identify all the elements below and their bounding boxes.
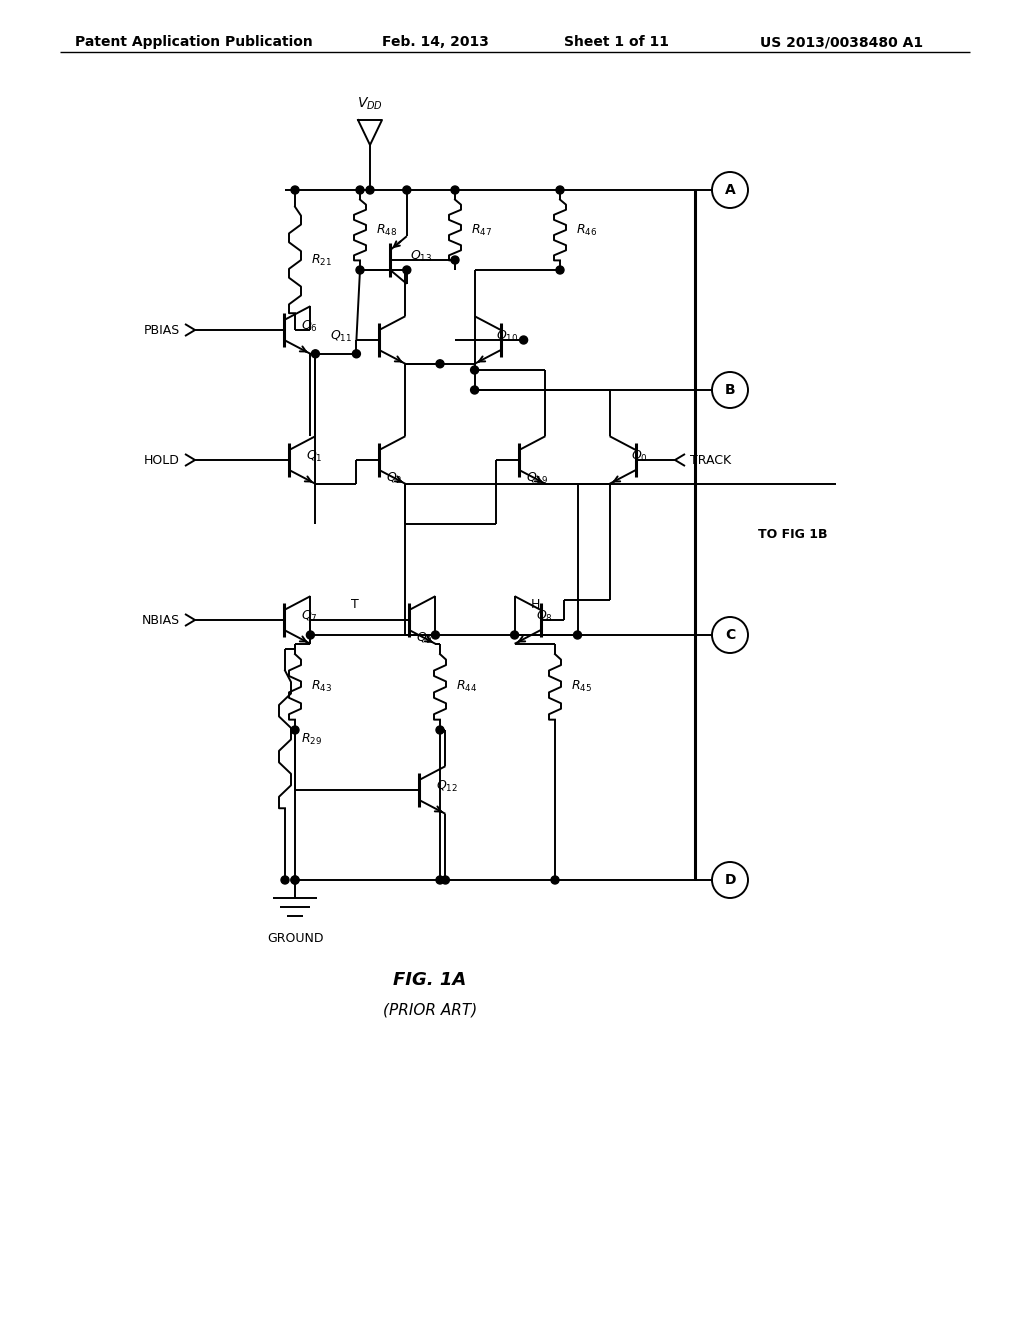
Text: HOLD: HOLD (144, 454, 180, 466)
Text: $Q_{11}$: $Q_{11}$ (330, 329, 352, 343)
Text: TRACK: TRACK (690, 454, 731, 466)
Circle shape (551, 876, 559, 884)
Text: $Q_2$: $Q_2$ (386, 470, 402, 486)
Circle shape (356, 186, 364, 194)
Text: $V_{DD}$: $V_{DD}$ (357, 95, 383, 112)
Text: Sheet 1 of 11: Sheet 1 of 11 (564, 36, 669, 49)
Text: $Q_1$: $Q_1$ (306, 449, 323, 463)
Circle shape (281, 876, 289, 884)
Text: C: C (725, 628, 735, 642)
Circle shape (431, 631, 439, 639)
Text: $R_{43}$: $R_{43}$ (311, 680, 332, 694)
Text: $R_{29}$: $R_{29}$ (301, 731, 322, 747)
Text: $R_{47}$: $R_{47}$ (471, 223, 493, 238)
Circle shape (291, 726, 299, 734)
Text: (PRIOR ART): (PRIOR ART) (383, 1002, 477, 1018)
Circle shape (291, 876, 299, 884)
Circle shape (356, 267, 364, 275)
Circle shape (471, 366, 478, 374)
Text: TO FIG 1B: TO FIG 1B (758, 528, 827, 541)
Text: $R_{46}$: $R_{46}$ (575, 223, 597, 238)
Text: $Q_{13}$: $Q_{13}$ (410, 248, 432, 264)
Text: $R_{44}$: $R_{44}$ (456, 680, 477, 694)
Circle shape (556, 267, 564, 275)
Text: $Q_{19}$: $Q_{19}$ (526, 470, 548, 486)
Circle shape (441, 876, 450, 884)
Text: NBIAS: NBIAS (142, 614, 180, 627)
Circle shape (402, 267, 411, 275)
Circle shape (436, 876, 444, 884)
Text: $Q_6$: $Q_6$ (301, 318, 317, 334)
Text: $Q_8$: $Q_8$ (536, 609, 553, 623)
Text: PBIAS: PBIAS (143, 323, 180, 337)
Circle shape (306, 631, 314, 639)
Text: D: D (724, 873, 736, 887)
Circle shape (352, 350, 360, 358)
Text: $Q_{12}$: $Q_{12}$ (436, 779, 458, 793)
Circle shape (311, 350, 319, 358)
Circle shape (511, 631, 518, 639)
Text: $R_{48}$: $R_{48}$ (376, 223, 397, 238)
Text: $R_{45}$: $R_{45}$ (571, 680, 592, 694)
Text: US 2013/0038480 A1: US 2013/0038480 A1 (760, 36, 923, 49)
Text: A: A (725, 183, 735, 197)
Text: $Q_7$: $Q_7$ (301, 609, 317, 623)
Circle shape (519, 337, 527, 345)
Circle shape (291, 876, 299, 884)
Text: B: B (725, 383, 735, 397)
Circle shape (556, 186, 564, 194)
Circle shape (471, 385, 478, 393)
Text: GROUND: GROUND (266, 932, 324, 945)
Circle shape (366, 186, 374, 194)
Text: T: T (351, 598, 358, 611)
Text: $Q_9$: $Q_9$ (416, 631, 433, 645)
Text: Patent Application Publication: Patent Application Publication (75, 36, 312, 49)
Circle shape (436, 360, 444, 368)
Text: Feb. 14, 2013: Feb. 14, 2013 (382, 36, 488, 49)
Circle shape (451, 256, 459, 264)
Circle shape (451, 186, 459, 194)
Circle shape (436, 726, 444, 734)
Circle shape (402, 186, 411, 194)
Text: H: H (530, 598, 540, 611)
Text: FIG. 1A: FIG. 1A (393, 972, 467, 989)
Text: $Q_{10}$: $Q_{10}$ (496, 329, 518, 343)
Circle shape (291, 186, 299, 194)
Text: $Q_0$: $Q_0$ (631, 449, 648, 463)
Text: $R_{21}$: $R_{21}$ (311, 252, 332, 268)
Circle shape (573, 631, 582, 639)
